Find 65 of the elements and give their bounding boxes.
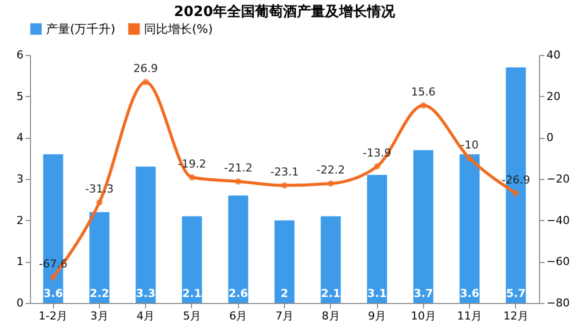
y-tick-label: 4 — [16, 131, 24, 144]
bar — [182, 216, 202, 303]
x-tick-label: 9月 — [368, 310, 386, 322]
point — [96, 199, 103, 206]
bar — [274, 220, 294, 303]
y2-tick-label: 20 — [546, 90, 560, 103]
data-label: -23.1 — [270, 165, 299, 178]
bar — [367, 174, 388, 303]
y2-tick-label: −60 — [546, 255, 570, 268]
x-tick-label: 7月 — [276, 310, 294, 322]
x-tick-label: 8月 — [322, 310, 340, 322]
y2-tick-label: −20 — [546, 172, 570, 186]
y2-tick-label: −80 — [546, 296, 570, 310]
point — [374, 163, 380, 170]
x-tick-label: 12月 — [503, 310, 528, 322]
data-label: 2.1 — [182, 287, 202, 300]
data-label: 3.6 — [460, 287, 480, 300]
bar — [228, 196, 248, 303]
x-tick-label: 10月 — [410, 310, 436, 322]
data-label: -22.2 — [316, 164, 346, 177]
data-label: 5.7 — [506, 287, 526, 300]
legend-label: 同比增长(%) — [144, 22, 213, 36]
data-label: 2 — [280, 287, 288, 300]
data-label: 2.1 — [321, 287, 341, 300]
point — [512, 190, 520, 196]
y-tick-label: 3 — [16, 172, 24, 186]
bar — [89, 212, 110, 303]
x-tick-label: 1-2月 — [38, 310, 68, 322]
bar — [136, 166, 156, 303]
x-tick-label: 6月 — [229, 310, 248, 322]
x-tick-label: 11月 — [457, 310, 482, 322]
point — [235, 178, 242, 185]
data-label: 2.6 — [228, 287, 248, 300]
data-label: 3.1 — [367, 287, 387, 300]
data-label: 2.2 — [90, 287, 110, 300]
data-label: -21.2 — [224, 161, 252, 174]
bar — [320, 216, 341, 303]
data-label: -10 — [460, 138, 479, 152]
bar — [413, 150, 434, 303]
point — [466, 155, 473, 162]
data-label: 3.7 — [414, 287, 434, 300]
point — [281, 182, 288, 189]
x-tick-label: 4月 — [136, 310, 155, 322]
bar — [460, 154, 480, 303]
x-tick-label: 3月 — [90, 310, 108, 322]
y-tick-label: 1 — [16, 255, 24, 268]
point — [420, 102, 426, 109]
y2-tick-label: 0 — [546, 131, 554, 144]
y-tick-label: 0 — [16, 296, 24, 310]
point — [50, 274, 56, 281]
legend-label: 产量(万千升) — [46, 22, 116, 36]
x-tick-label: 5月 — [182, 310, 201, 322]
y-tick-label: 2 — [16, 214, 24, 227]
data-label: 3.6 — [43, 287, 64, 300]
y2-tick-label: 40 — [546, 48, 560, 62]
point — [328, 180, 334, 187]
y2-tick-label: −40 — [546, 214, 570, 227]
point — [188, 174, 196, 180]
data-label: 26.9 — [133, 62, 158, 76]
data-label: 15.6 — [411, 85, 436, 98]
point — [142, 78, 149, 86]
data-label: 3.3 — [136, 287, 156, 300]
y-tick-label: 5 — [16, 90, 24, 103]
chart-title: 2020年全国葡萄酒产量及增长情况 — [174, 3, 396, 20]
y-tick-label: 6 — [16, 48, 24, 62]
